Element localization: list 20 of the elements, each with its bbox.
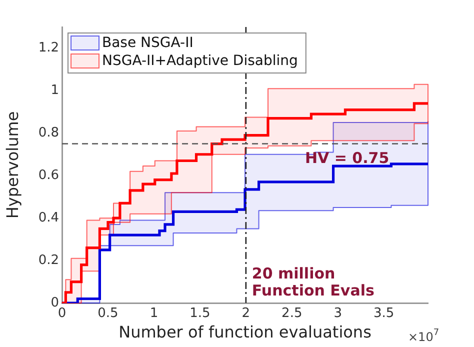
x-tick-label: 1.5 — [190, 306, 210, 322]
legend-label: Base NSGA-II — [102, 35, 194, 52]
legend-label: NSGA-II+Adaptive Disabling — [102, 53, 298, 70]
y-tick-label: 0.6 — [38, 168, 59, 183]
y-tick-label: 0.2 — [38, 252, 59, 268]
x-tick-label: 2.5 — [282, 306, 302, 322]
y-tick-label: 0 — [50, 295, 59, 310]
x-axis-title: Number of function evaluations — [118, 322, 372, 342]
x-tick-label: 0.5 — [98, 306, 118, 322]
x-tick-label: 2 — [242, 306, 250, 322]
x-tick-label: 3 — [334, 306, 342, 322]
y-tick-label: 0.4 — [38, 210, 59, 226]
y-tick-label: 1.2 — [38, 40, 59, 56]
x-tick-label: 3.5 — [374, 306, 394, 322]
y-tick-label: 1 — [50, 83, 59, 98]
y-axis-title: Hypervolume — [2, 111, 22, 219]
annotation: 20 million Function Evals — [252, 264, 374, 300]
annotation: HV = 0.75 — [304, 149, 390, 168]
y-tick-label: 0.8 — [38, 126, 59, 141]
x-tick-label: 1 — [150, 306, 158, 322]
